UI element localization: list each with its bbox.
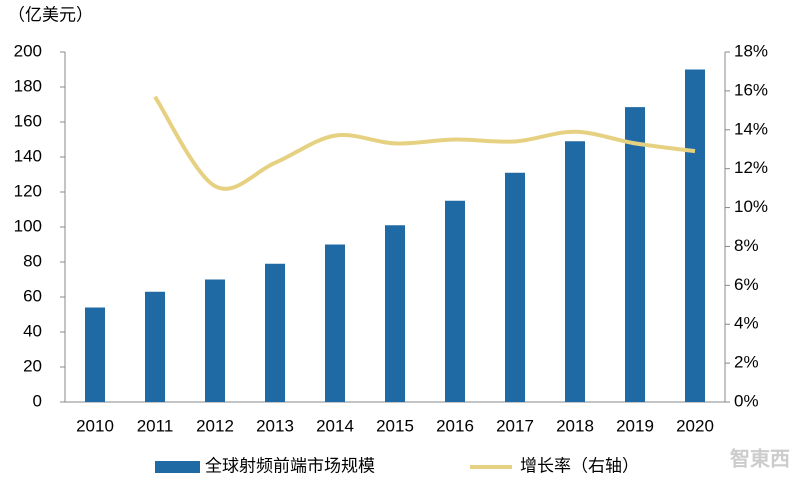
x-tick-label: 2015 [376,416,414,435]
bar [205,279,225,402]
legend-label: 增长率（右轴） [520,456,639,475]
bar [145,291,165,402]
x-tick-label: 2010 [76,416,114,435]
x-tick-label: 2018 [556,416,594,435]
bar [85,307,105,402]
x-tick-label: 2012 [196,416,234,435]
bar [445,200,465,402]
y2-tick-label: 4% [734,314,759,333]
y2-tick-label: 14% [734,119,768,138]
y2-tick-label: 6% [734,275,759,294]
y-tick-label: 60 [23,286,42,305]
y2-tick-label: 16% [734,80,768,99]
bar [625,107,645,402]
y2-tick-label: 8% [734,236,759,255]
bar [505,172,525,402]
x-tick-label: 2014 [316,416,354,435]
y2-tick-label: 0% [734,391,759,410]
bar [685,69,705,402]
y-tick-label: 160 [14,111,42,130]
legend-swatch [155,461,200,473]
growth-line [153,95,696,191]
x-tick-label: 2019 [616,416,654,435]
x-tick-label: 2013 [256,416,294,435]
y-tick-label: 200 [14,41,42,60]
y2-tick-label: 2% [734,353,759,372]
y2-tick-label: 10% [734,197,768,216]
x-tick-label: 2017 [496,416,534,435]
unit-label: （亿美元） [8,5,93,24]
bar [325,244,345,402]
y-tick-label: 180 [14,76,42,95]
legend-label: 全球射频前端市场规模 [205,456,375,475]
y2-tick-label: 18% [734,41,768,60]
y-tick-label: 140 [14,146,42,165]
y-tick-label: 100 [14,216,42,235]
y-tick-label: 120 [14,181,42,200]
y-tick-label: 20 [23,356,42,375]
x-tick-label: 2011 [137,416,174,435]
y-tick-label: 80 [23,251,42,270]
y-tick-label: 40 [23,321,42,340]
watermark: 智東西 [730,446,790,470]
x-tick-label: 2016 [436,416,474,435]
bar [385,225,405,402]
x-tick-label: 2020 [676,416,714,435]
bar [565,141,585,402]
bar [265,263,285,402]
y-tick-label: 0 [33,391,42,410]
y2-tick-label: 12% [734,158,768,177]
